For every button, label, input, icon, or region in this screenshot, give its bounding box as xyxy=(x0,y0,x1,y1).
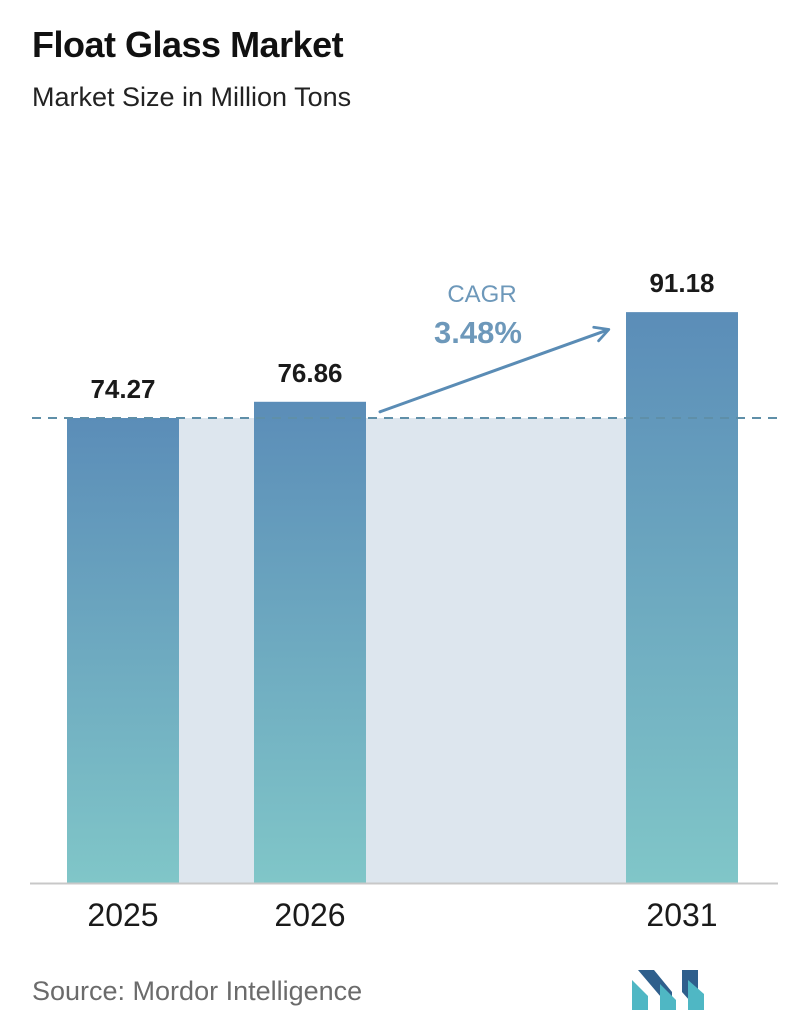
x-tick-label-2025: 2025 xyxy=(87,897,158,933)
x-tick-label-2026: 2026 xyxy=(274,897,345,933)
annotation-layer: CAGR 3.48% xyxy=(30,281,778,885)
labels-layer: 74.27 76.86 91.18 2025 2026 2031 xyxy=(87,268,717,933)
background-band-layer xyxy=(179,418,626,883)
value-label-2026: 76.86 xyxy=(277,358,342,388)
bar-2031 xyxy=(626,312,738,883)
reference-band xyxy=(179,418,626,883)
bars-layer xyxy=(67,312,738,883)
chart-subtitle: Market Size in Million Tons xyxy=(32,82,352,112)
cagr-value: 3.48% xyxy=(434,315,522,350)
source-credit: Source: Mordor Intelligence xyxy=(32,976,363,1006)
mordor-intelligence-logo-icon xyxy=(632,970,704,1010)
chart-title: Float Glass Market xyxy=(32,24,344,65)
value-label-2025: 74.27 xyxy=(90,374,155,404)
x-tick-label-2031: 2031 xyxy=(646,897,717,933)
cagr-label: CAGR xyxy=(447,281,516,308)
bar-2025 xyxy=(67,418,179,883)
value-label-2031: 91.18 xyxy=(649,268,714,298)
cagr-arrow xyxy=(378,325,611,414)
bar-2026 xyxy=(254,401,366,883)
